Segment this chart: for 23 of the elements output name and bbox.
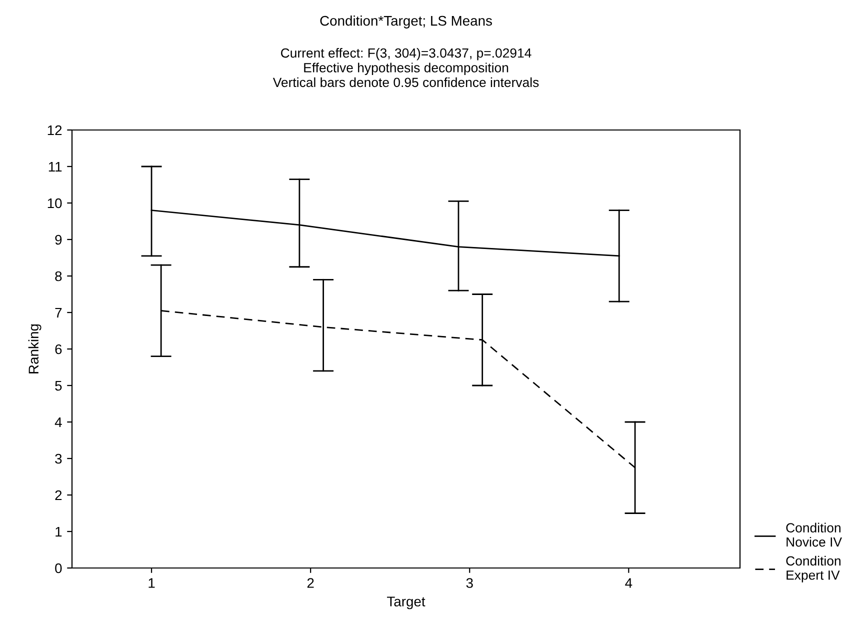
y-tick-label: 11: [48, 162, 62, 172]
y-tick-label: 6: [55, 344, 62, 354]
y-tick-label: 4: [54, 417, 62, 428]
y-tick-label: 1: [56, 526, 62, 537]
y-tick-label: 2: [55, 490, 62, 500]
y-tick-label: 9: [55, 234, 62, 245]
x-tick-label: 1: [148, 578, 155, 588]
x-tick-label: 2: [307, 578, 314, 588]
y-tick-label: 3: [55, 454, 62, 464]
chart-subtitle: Current effect: F(3, 304)=3.0437, p=.02914 Effective hypothesis decomposition Vertical bars denote 0.95 confidence intervals: [272, 48, 539, 88]
legend-label: Condition Expert IV: [786, 556, 840, 582]
y-tick-label: 0: [55, 563, 62, 574]
y-tick-label: 12: [48, 125, 62, 136]
x-axis-title: Target: [387, 596, 426, 610]
y-tick-label: 10: [48, 198, 62, 208]
y-tick-label: 7: [55, 308, 62, 318]
y-tick-label: 8: [55, 271, 62, 282]
x-tick-label: 3: [466, 578, 473, 588]
y-axis-title: Ranking: [28, 324, 42, 374]
y-tick-label: 5: [55, 380, 62, 391]
x-tick-label: 4: [625, 578, 632, 588]
chart-title: Condition*Target; LS Means: [320, 16, 492, 28]
legend-label: Condition Novice IV: [786, 522, 842, 547]
